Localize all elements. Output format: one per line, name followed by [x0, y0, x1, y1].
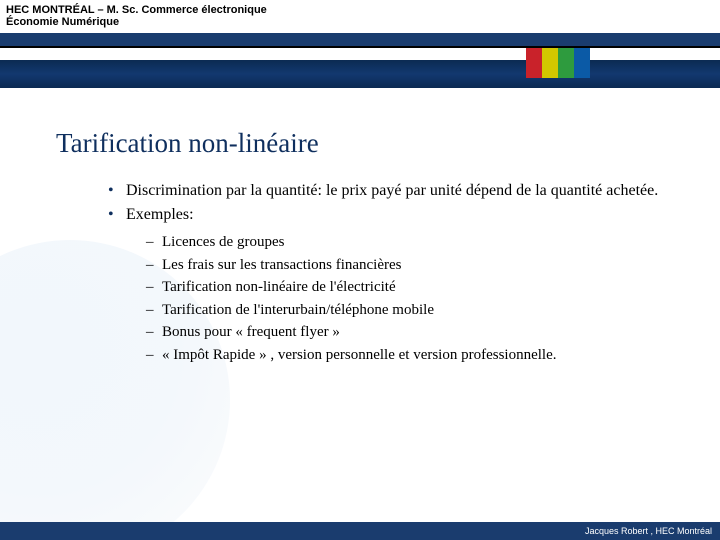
main-list: Discrimination par la quantité: le prix … — [108, 180, 690, 366]
header-course: Économie Numérique — [6, 16, 714, 28]
footer-author: Jacques Robert , HEC Montréal — [585, 526, 712, 536]
header-institution: HEC MONTRÉAL – M. Sc. Commerce électroni… — [6, 4, 714, 16]
bullet-text: Discrimination par la quantité: le prix … — [126, 182, 658, 199]
color-block-yellow — [542, 48, 558, 78]
color-block-green — [558, 48, 574, 78]
sub-bullet-item: Licences de groupes — [146, 231, 690, 254]
color-block-red — [526, 48, 542, 78]
header: HEC MONTRÉAL – M. Sc. Commerce électroni… — [0, 0, 720, 48]
sub-bullet-item: Les frais sur les transactions financièr… — [146, 254, 690, 277]
color-block-blue — [574, 48, 590, 78]
bullet-item: Exemples: Licences de groupes Les frais … — [108, 204, 690, 367]
slide-title: Tarification non-linéaire — [56, 128, 319, 159]
banner-strip — [0, 60, 720, 88]
sub-bullet-text: Bonus pour « frequent flyer » — [162, 324, 340, 340]
sub-list: Licences de groupes Les frais sur les tr… — [146, 231, 690, 366]
header-bar — [0, 33, 720, 46]
sub-bullet-text: Tarification de l'interurbain/téléphone … — [162, 302, 434, 318]
content-area: Discrimination par la quantité: le prix … — [108, 180, 690, 368]
sub-bullet-text: Licences de groupes — [162, 234, 284, 250]
sub-bullet-item: Tarification non-linéaire de l'électrici… — [146, 276, 690, 299]
footer-bar: Jacques Robert , HEC Montréal — [0, 522, 720, 540]
sub-bullet-text: « Impôt Rapide » , version personnelle e… — [162, 347, 557, 363]
sub-bullet-text: Les frais sur les transactions financièr… — [162, 257, 402, 273]
bullet-text: Exemples: — [126, 206, 194, 223]
sub-bullet-item: Bonus pour « frequent flyer » — [146, 321, 690, 344]
color-blocks — [526, 48, 590, 78]
slide: HEC MONTRÉAL – M. Sc. Commerce électroni… — [0, 0, 720, 540]
bullet-item: Discrimination par la quantité: le prix … — [108, 180, 690, 202]
sub-bullet-item: « Impôt Rapide » , version personnelle e… — [146, 344, 690, 367]
sub-bullet-item: Tarification de l'interurbain/téléphone … — [146, 299, 690, 322]
sub-bullet-text: Tarification non-linéaire de l'électrici… — [162, 279, 396, 295]
